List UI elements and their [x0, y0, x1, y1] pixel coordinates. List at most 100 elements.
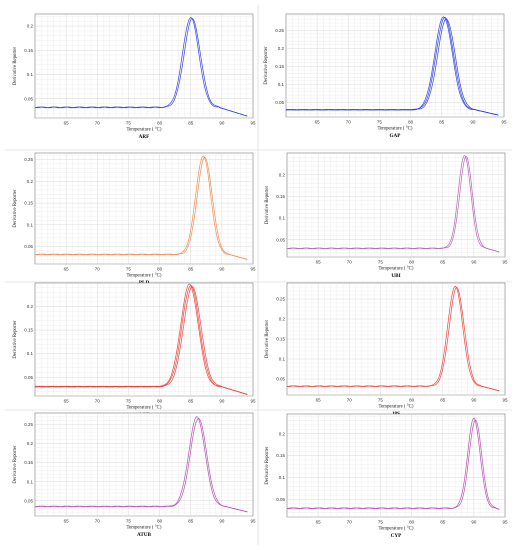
melt-curve-line	[286, 419, 500, 510]
x-tick-label: 70	[346, 120, 352, 125]
y-tick-label: 0.1	[27, 351, 34, 356]
gene-title: ATUB	[137, 532, 152, 538]
x-tick-label: 75	[126, 519, 132, 524]
melt-curve-line	[34, 418, 248, 513]
y-tick-label: 0.1	[27, 222, 34, 227]
y-axis-label: Derivative Reporter	[265, 446, 270, 485]
x-tick-label: 70	[95, 121, 101, 126]
gene-title: UBI	[391, 273, 400, 279]
y-tick-label: 0.1	[279, 475, 286, 480]
y-tick-label: 0.15	[276, 194, 285, 199]
x-tick-label: 85	[440, 260, 446, 265]
y-tick-label: 0.25	[275, 28, 284, 33]
x-tick-label: 85	[188, 519, 194, 524]
x-tick-label: 75	[378, 260, 384, 265]
melt-curve-panel-arf: 65 70 75 80 85 90 95 0.05 0.1 0.15 0.2 Temperature …	[13, 13, 256, 140]
y-tick-label: 0.2	[27, 24, 34, 29]
melt-curve-line	[34, 18, 248, 117]
melt-curve-panel-gap: 65 70 75 80 85 90 95 0.05 0.1 0.15 0.2 0.25 Temperat…	[264, 13, 507, 139]
y-tick-label: 0.2	[27, 179, 34, 184]
y-tick-label: 0.05	[24, 375, 33, 380]
plot-area	[34, 13, 254, 119]
x-tick-label: 90	[219, 519, 225, 524]
x-tick-label: 90	[471, 398, 477, 403]
x-axis-label: Temperature ( °C)	[127, 526, 162, 531]
melt-curve-panel-ubi: 65 70 75 80 85 90 95 0.05 0.1 0.15 0.2 Temperature …	[265, 152, 508, 279]
x-tick-label: 90	[219, 121, 225, 126]
melt-curve-line	[286, 286, 500, 392]
x-tick-label: 80	[157, 121, 163, 126]
y-tick-label: 0.05	[275, 100, 284, 105]
y-axis-label: Derivative Reporter	[13, 46, 18, 85]
x-tick-label: 70	[95, 519, 101, 524]
y-tick-label: 0.15	[24, 328, 33, 333]
gene-title: CYP	[391, 533, 402, 539]
y-tick-label: 0.05	[24, 244, 33, 249]
x-tick-label: 65	[64, 267, 70, 272]
y-axis-label: Derivative Reporter	[13, 320, 18, 359]
x-tick-label: 70	[347, 398, 353, 403]
plot-area	[34, 152, 254, 265]
y-tick-label: 0.05	[276, 377, 285, 382]
x-tick-label: 80	[409, 260, 415, 265]
y-tick-label: 0.1	[27, 479, 34, 484]
x-tick-label: 65	[315, 120, 321, 125]
y-tick-label: 0.2	[279, 317, 286, 322]
x-tick-label: 70	[95, 267, 101, 272]
x-tick-label: 65	[64, 519, 70, 524]
x-tick-label: 65	[316, 398, 322, 403]
melt-curve-line	[34, 283, 248, 395]
y-tick-label: 0.25	[24, 422, 33, 427]
y-tick-label: 0.15	[276, 453, 285, 458]
y-tick-label: 0.15	[24, 48, 33, 53]
y-tick-label: 0.25	[24, 157, 33, 162]
x-tick-label: 70	[347, 520, 353, 525]
x-tick-label: 75	[378, 520, 384, 525]
x-tick-label: 75	[377, 120, 383, 125]
x-tick-label: 85	[188, 399, 194, 404]
x-tick-label: 85	[440, 398, 446, 403]
x-tick-label: 65	[64, 121, 70, 126]
plot-area	[285, 13, 505, 118]
x-tick-label: 80	[409, 520, 415, 525]
x-tick-label: 65	[316, 520, 322, 525]
y-tick-label: 0.15	[24, 201, 33, 206]
x-tick-label: 70	[347, 260, 353, 265]
x-tick-label: 75	[126, 399, 132, 404]
y-tick-label: 0.2	[279, 431, 286, 436]
y-tick-label: 0.15	[276, 337, 285, 342]
x-tick-label: 85	[439, 120, 445, 125]
y-axis-label: Derivative Reporter	[13, 445, 18, 484]
y-tick-label: 0.2	[279, 172, 286, 177]
x-tick-label: 80	[409, 398, 415, 403]
x-axis-label: Temperature ( °C)	[127, 274, 162, 279]
x-tick-label: 85	[188, 121, 194, 126]
y-tick-label: 0.1	[279, 357, 286, 362]
plot-area	[34, 412, 254, 517]
y-tick-label: 0.05	[24, 96, 33, 101]
y-tick-label: 0.1	[27, 72, 34, 77]
melt-curve-panel-18s: 65 70 75 80 85 90 95 0.05 0.1 0.15 0.2 0.25 Temperat…	[265, 282, 508, 417]
x-tick-label: 95	[250, 399, 256, 404]
y-tick-label: 0.1	[279, 216, 286, 221]
melt-curve-line	[286, 156, 500, 253]
y-tick-label: 0.05	[276, 497, 285, 502]
y-axis-label: Derivative Reporter	[264, 46, 269, 85]
x-axis-label: Temperature ( °C)	[127, 406, 162, 411]
y-axis-label: Derivative Reporter	[13, 189, 18, 228]
x-tick-label: 90	[219, 267, 225, 272]
y-tick-label: 0.05	[24, 498, 33, 503]
x-axis-label: Temperature ( °C)	[379, 527, 414, 532]
melt-curve-line	[285, 16, 499, 116]
x-axis-label: Temperature ( °C)	[379, 267, 414, 272]
x-tick-label: 90	[471, 520, 477, 525]
y-tick-label: 0.1	[278, 82, 285, 87]
x-tick-label: 90	[470, 120, 476, 125]
y-tick-label: 0.15	[275, 64, 284, 69]
x-tick-label: 85	[188, 267, 194, 272]
x-tick-label: 80	[408, 120, 414, 125]
y-tick-label: 0.05	[276, 237, 285, 242]
x-tick-label: 65	[316, 260, 322, 265]
x-tick-label: 95	[502, 520, 508, 525]
x-tick-label: 95	[250, 267, 256, 272]
